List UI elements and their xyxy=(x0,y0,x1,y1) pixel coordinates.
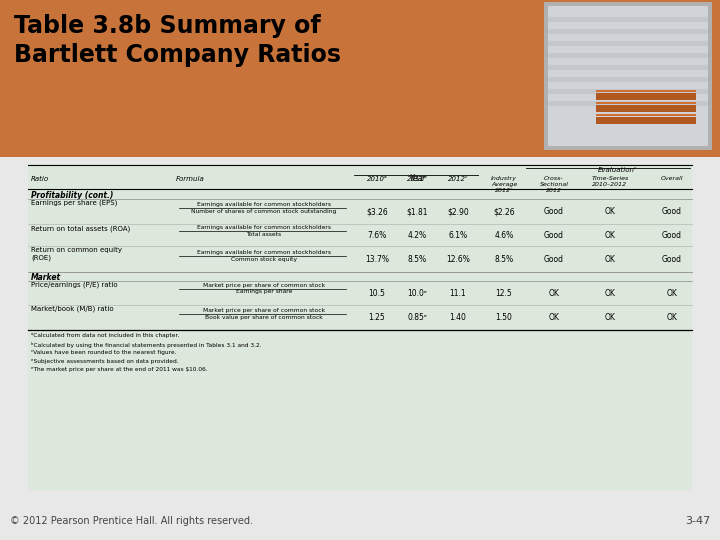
Text: ᵇCalculated by using the financial statements presented in Tables 3.1 and 3.2.: ᵇCalculated by using the financial state… xyxy=(31,341,261,348)
Text: OK: OK xyxy=(605,207,616,217)
Text: Return on common equity
(ROE): Return on common equity (ROE) xyxy=(31,247,122,261)
Text: 1.25: 1.25 xyxy=(369,314,385,322)
Text: 10.0ᵉ: 10.0ᵉ xyxy=(407,288,427,298)
Text: Profitability (cont.): Profitability (cont.) xyxy=(31,191,113,200)
Bar xyxy=(544,2,712,150)
Bar xyxy=(596,117,696,124)
Bar xyxy=(548,65,708,70)
Text: Time-Series
2010–2012: Time-Series 2010–2012 xyxy=(591,176,629,187)
Text: Earnings per share: Earnings per share xyxy=(236,289,292,294)
Text: 13.7%: 13.7% xyxy=(365,255,389,265)
Text: 1.40: 1.40 xyxy=(449,314,467,322)
Bar xyxy=(548,29,708,34)
Bar xyxy=(548,77,708,82)
Text: $3.26: $3.26 xyxy=(366,207,388,217)
Bar xyxy=(548,89,708,94)
Text: Cross-
Sectional
2012: Cross- Sectional 2012 xyxy=(539,176,569,193)
Text: ᵉSubjective assessments based on data provided.: ᵉSubjective assessments based on data pr… xyxy=(31,359,179,363)
Text: Market price per share of common stock: Market price per share of common stock xyxy=(203,283,325,288)
Bar xyxy=(548,6,708,146)
Text: Earnings available for common stockholders: Earnings available for common stockholde… xyxy=(197,225,331,230)
Text: 8.5%: 8.5% xyxy=(495,255,513,265)
Text: $2.90: $2.90 xyxy=(447,207,469,217)
Bar xyxy=(596,105,696,112)
Bar xyxy=(548,17,708,22)
Text: 12.5: 12.5 xyxy=(495,288,513,298)
Bar xyxy=(548,101,708,106)
Text: OK: OK xyxy=(667,314,678,322)
Text: Number of shares of common stock outstanding: Number of shares of common stock outstan… xyxy=(192,208,337,213)
Text: 2011ᵇ: 2011ᵇ xyxy=(407,176,428,182)
Text: Earnings available for common stockholders: Earnings available for common stockholde… xyxy=(197,250,331,255)
Text: 2012ᶜ: 2012ᶜ xyxy=(448,176,468,182)
Text: Book value per share of common stock: Book value per share of common stock xyxy=(205,314,323,320)
Text: Good: Good xyxy=(662,231,682,240)
Text: $2.26: $2.26 xyxy=(493,207,515,217)
Bar xyxy=(548,41,708,46)
Text: Market: Market xyxy=(31,273,61,282)
Bar xyxy=(596,102,696,104)
Text: Earnings per share (EPS): Earnings per share (EPS) xyxy=(31,200,117,206)
Text: Earnings available for common stockholders: Earnings available for common stockholde… xyxy=(197,202,331,207)
Text: OK: OK xyxy=(667,288,678,298)
Text: Good: Good xyxy=(544,255,564,265)
Text: Good: Good xyxy=(662,207,682,217)
Text: OK: OK xyxy=(605,255,616,265)
Bar xyxy=(28,164,692,490)
Text: OK: OK xyxy=(549,288,559,298)
Text: 11.1: 11.1 xyxy=(450,288,467,298)
Text: 12.6%: 12.6% xyxy=(446,255,470,265)
Text: Price/earnings (P/E) ratio: Price/earnings (P/E) ratio xyxy=(31,282,117,288)
Text: Common stock equity: Common stock equity xyxy=(231,256,297,261)
Text: Formula: Formula xyxy=(176,176,204,182)
Text: Market price per share of common stock: Market price per share of common stock xyxy=(203,308,325,313)
Bar xyxy=(0,157,720,540)
Bar xyxy=(548,53,708,58)
Text: 3-47: 3-47 xyxy=(685,516,710,526)
Text: Total assets: Total assets xyxy=(246,232,282,237)
Text: 7.6%: 7.6% xyxy=(367,231,387,240)
Text: 6.1%: 6.1% xyxy=(449,231,467,240)
Text: Market/book (M/B) ratio: Market/book (M/B) ratio xyxy=(31,306,114,313)
Text: Good: Good xyxy=(544,207,564,217)
Bar xyxy=(596,114,696,116)
Text: OK: OK xyxy=(549,314,559,322)
Text: Table 3.8b Summary of: Table 3.8b Summary of xyxy=(14,14,320,38)
Text: © 2012 Pearson Prentice Hall. All rights reserved.: © 2012 Pearson Prentice Hall. All rights… xyxy=(10,516,253,526)
Text: Year: Year xyxy=(410,174,426,183)
Text: OK: OK xyxy=(605,231,616,240)
Text: 4.6%: 4.6% xyxy=(495,231,513,240)
Text: Good: Good xyxy=(662,255,682,265)
Bar xyxy=(596,90,696,92)
Text: ᵉThe market price per share at the end of 2011 was $10.06.: ᵉThe market price per share at the end o… xyxy=(31,367,207,372)
Text: 0.85ᵉ: 0.85ᵉ xyxy=(407,314,427,322)
Text: OK: OK xyxy=(605,288,616,298)
Text: Evaluationᶜ: Evaluationᶜ xyxy=(598,167,638,173)
Text: $1.81: $1.81 xyxy=(406,207,428,217)
Text: Good: Good xyxy=(544,231,564,240)
Text: 2010ᵃ: 2010ᵃ xyxy=(366,176,387,182)
Text: Ratio: Ratio xyxy=(31,176,49,182)
Text: ᵃCalculated from data not included in this chapter.: ᵃCalculated from data not included in th… xyxy=(31,333,179,338)
Bar xyxy=(596,93,696,100)
Text: Bartlett Company Ratios: Bartlett Company Ratios xyxy=(14,43,341,67)
Text: Overall: Overall xyxy=(661,176,683,181)
Text: Industry
Average
2012ᶜ: Industry Average 2012ᶜ xyxy=(491,176,517,193)
Text: 4.2%: 4.2% xyxy=(408,231,426,240)
Text: Return on total assets (ROA): Return on total assets (ROA) xyxy=(31,225,130,232)
Text: 8.5%: 8.5% xyxy=(408,255,426,265)
Text: OK: OK xyxy=(605,314,616,322)
Text: 10.5: 10.5 xyxy=(369,288,385,298)
Bar xyxy=(0,0,720,157)
Text: 1.50: 1.50 xyxy=(495,314,513,322)
Text: ᶜValues have been rounded to the nearest figure.: ᶜValues have been rounded to the nearest… xyxy=(31,350,176,355)
